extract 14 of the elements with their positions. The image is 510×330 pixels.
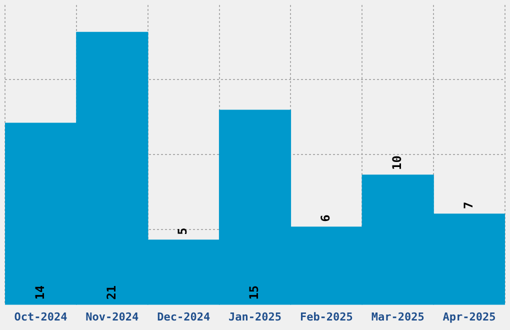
data-label: 7: [461, 202, 476, 209]
data-label: 21: [104, 285, 118, 300]
x-tick-label: Nov-2024: [86, 310, 140, 324]
x-tick-label: Mar-2025: [371, 310, 424, 324]
data-label: 5: [176, 228, 190, 235]
x-tick-label: Dec-2024: [157, 310, 210, 324]
x-tick-label: Oct-2024: [14, 310, 68, 324]
data-label: 10: [390, 156, 404, 170]
data-label: 14: [32, 285, 47, 300]
x-tick-label: Apr-2025: [442, 310, 496, 324]
data-label: 6: [318, 214, 333, 222]
x-tick-label: Feb-2025: [300, 310, 353, 324]
data-label: 15: [247, 285, 262, 300]
x-tick-label: Jan-2025: [228, 310, 282, 324]
